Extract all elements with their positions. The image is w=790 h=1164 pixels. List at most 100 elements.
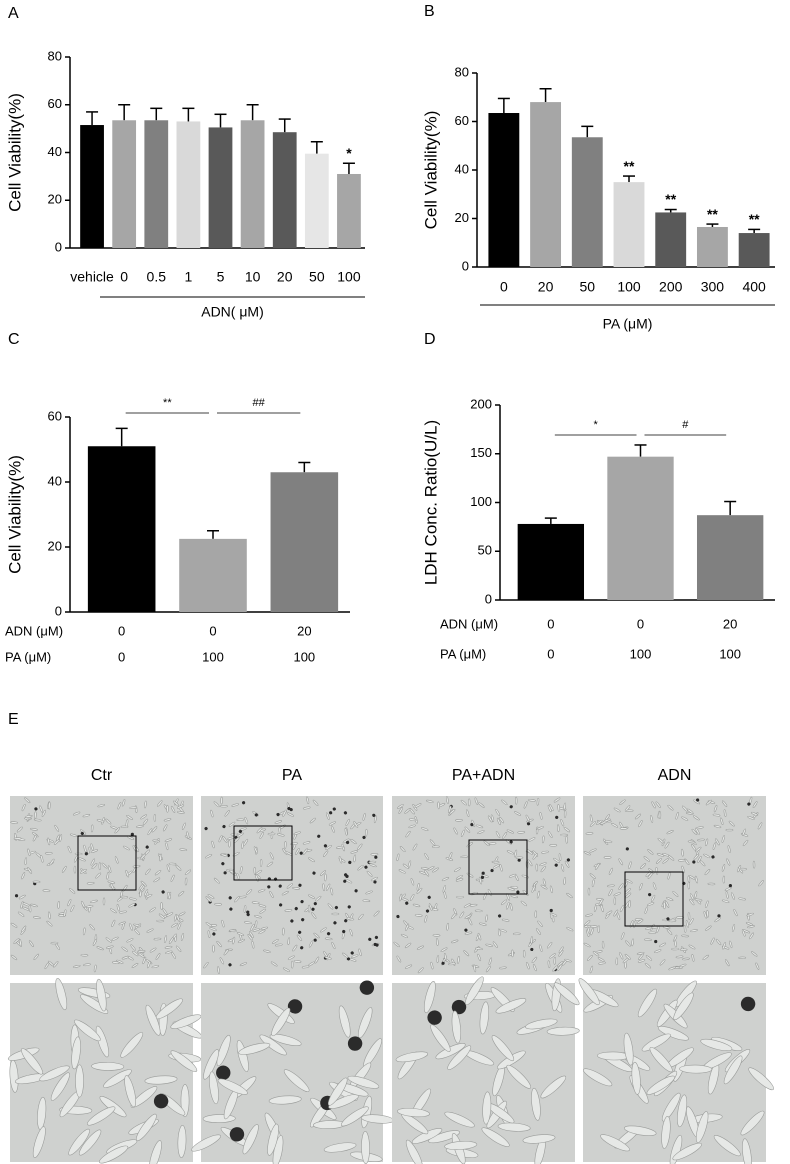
cell <box>168 937 174 944</box>
cell <box>600 1134 630 1152</box>
cell <box>22 902 30 907</box>
cell <box>213 801 220 808</box>
comparison-label: ** <box>163 397 172 409</box>
cell <box>684 858 690 866</box>
cell <box>24 857 28 866</box>
cell <box>695 1111 709 1143</box>
cell <box>724 886 732 892</box>
cell <box>246 889 253 895</box>
cell <box>536 826 544 831</box>
cell <box>455 875 463 880</box>
cell <box>171 922 178 928</box>
cell <box>713 1135 741 1157</box>
cell <box>13 938 20 944</box>
cell <box>228 821 236 827</box>
cell <box>460 855 469 859</box>
cell <box>424 915 428 923</box>
cell <box>416 945 424 950</box>
cell <box>176 804 185 809</box>
cell <box>655 866 659 875</box>
cell <box>357 864 364 871</box>
cell <box>651 801 656 809</box>
dark-cell <box>311 907 315 911</box>
cell <box>404 808 411 814</box>
y-tick-label: 20 <box>455 210 469 225</box>
cell <box>345 818 350 826</box>
y-tick-label: 80 <box>48 48 62 63</box>
x-axis-label: ADN( μM) <box>201 304 264 320</box>
dark-cell <box>222 824 226 829</box>
y-tick-label: 0 <box>55 239 62 254</box>
cell <box>726 858 731 866</box>
cell <box>608 867 613 875</box>
cell <box>620 932 625 940</box>
cell <box>616 912 621 920</box>
cell <box>54 824 60 832</box>
cell <box>483 840 490 847</box>
cell <box>83 963 91 967</box>
x-tick-label: 20 <box>538 279 554 295</box>
cell <box>99 1145 129 1164</box>
cell <box>270 961 278 967</box>
cell <box>73 865 77 874</box>
cell <box>747 925 755 929</box>
dark-cell <box>343 879 347 883</box>
cell <box>224 810 230 817</box>
cell <box>478 802 485 808</box>
cell <box>236 832 244 838</box>
cell <box>683 925 687 933</box>
bar <box>179 538 247 612</box>
cell <box>596 819 603 825</box>
cell <box>30 827 38 831</box>
cell <box>114 856 119 864</box>
cell <box>186 831 190 839</box>
cell <box>236 932 245 936</box>
cell <box>706 909 709 918</box>
cell <box>481 1127 510 1147</box>
cell <box>746 912 754 917</box>
cell <box>666 928 673 935</box>
cell <box>28 940 34 947</box>
cell <box>213 877 220 884</box>
cell <box>236 818 245 821</box>
cell <box>39 1065 70 1082</box>
cell <box>117 802 122 810</box>
dark-cell <box>344 873 348 877</box>
cell <box>725 828 734 832</box>
dark-cell <box>290 919 294 923</box>
cell <box>74 1019 101 1042</box>
cell <box>674 939 677 948</box>
cell <box>128 903 136 908</box>
dark-cell <box>717 914 721 918</box>
cell <box>338 855 343 864</box>
dark-cell <box>375 943 379 947</box>
cell <box>33 953 39 961</box>
cell <box>302 841 311 845</box>
cell <box>453 827 458 835</box>
cell <box>497 928 501 937</box>
cell <box>40 855 44 863</box>
cell <box>500 899 508 906</box>
cell <box>675 955 684 959</box>
cell <box>675 812 679 820</box>
cell <box>688 918 694 925</box>
cell <box>691 954 695 962</box>
cell <box>350 838 357 845</box>
cell <box>624 953 631 960</box>
cell <box>655 858 662 864</box>
cell <box>547 960 551 969</box>
cell <box>592 951 600 957</box>
cell <box>395 1051 429 1063</box>
cell <box>424 853 430 860</box>
bar <box>613 182 645 267</box>
cell <box>251 940 255 949</box>
x-tick-label: 1 <box>184 269 192 285</box>
cell <box>585 913 593 917</box>
cell <box>565 835 568 844</box>
bar <box>530 102 562 267</box>
bar <box>176 121 201 248</box>
dark-cell <box>229 1127 245 1142</box>
cell <box>704 869 711 876</box>
y-tick-label: 60 <box>48 408 62 423</box>
cell <box>17 911 25 917</box>
